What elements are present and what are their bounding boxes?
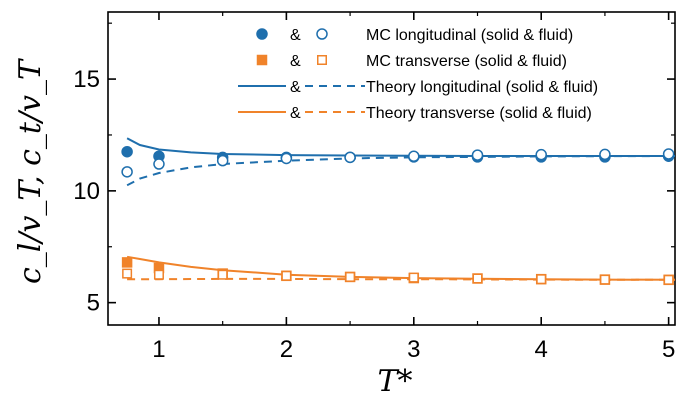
x-tick-label: 2: [280, 336, 293, 363]
x-tick-label: 5: [662, 336, 675, 363]
square-open-point: [217, 269, 228, 280]
square-open-point: [536, 274, 547, 285]
mc-points: [121, 145, 675, 286]
x-tick-label: 4: [535, 336, 548, 363]
circle-open-point: [121, 166, 133, 178]
theory-lines: [126, 137, 676, 281]
theory-line-solid: [126, 137, 675, 157]
square-open-point: [599, 274, 610, 285]
circle-open-point: [153, 158, 165, 170]
x-tick-label: 1: [152, 336, 165, 363]
theory-line-dashed: [127, 277, 675, 281]
legend-joiner: &: [290, 53, 301, 70]
legend-marker: [256, 28, 268, 40]
circle-open-point: [280, 152, 293, 165]
y-tick-label: 15: [73, 66, 100, 93]
x-tick-label: 3: [407, 336, 420, 363]
circle-open-point: [408, 150, 420, 162]
plot-frame: [107, 11, 676, 326]
legend: & MC longitudinal (solid & fluid) & MC tran…: [238, 27, 598, 122]
legend-marker: [256, 54, 268, 66]
square-open-point: [408, 272, 419, 283]
y-tick-label: 10: [73, 178, 100, 205]
square-filled-point: [121, 257, 133, 268]
legend-label: MC transverse (solid & fluid): [366, 53, 567, 70]
legend-joiner: &: [290, 27, 301, 44]
circle-filled-point: [121, 145, 133, 158]
legend-marker: [316, 28, 328, 40]
square-open-point: [663, 274, 674, 285]
theory-line-solid: [126, 255, 676, 281]
legend-label: MC longitudinal (solid & fluid): [366, 27, 573, 44]
circle-open-point: [216, 154, 229, 167]
square-open-point: [472, 273, 483, 284]
circle-open-point: [471, 149, 484, 161]
square-open-point: [122, 268, 133, 279]
circle-open-point: [599, 148, 611, 161]
legend-label: Theory longitudinal (solid & fluid): [366, 79, 598, 96]
circle-open-point: [662, 148, 675, 160]
theory-line-dashed: [126, 155, 676, 187]
square-open-point: [281, 270, 292, 281]
circle-open-point: [535, 148, 547, 161]
legend-marker: [317, 55, 327, 65]
legend-joiner: &: [290, 79, 301, 96]
legend-joiner: &: [290, 105, 301, 122]
y-tick-label: 5: [87, 290, 100, 317]
square-open-point: [153, 269, 164, 280]
square-open-point: [345, 271, 356, 282]
x-axis-title: T*: [377, 364, 412, 396]
y-axis-title: c_l/v_T, c_t/v_T: [13, 58, 48, 284]
circle-open-point: [344, 151, 356, 164]
legend-label: Theory transverse (solid & fluid): [366, 105, 592, 122]
